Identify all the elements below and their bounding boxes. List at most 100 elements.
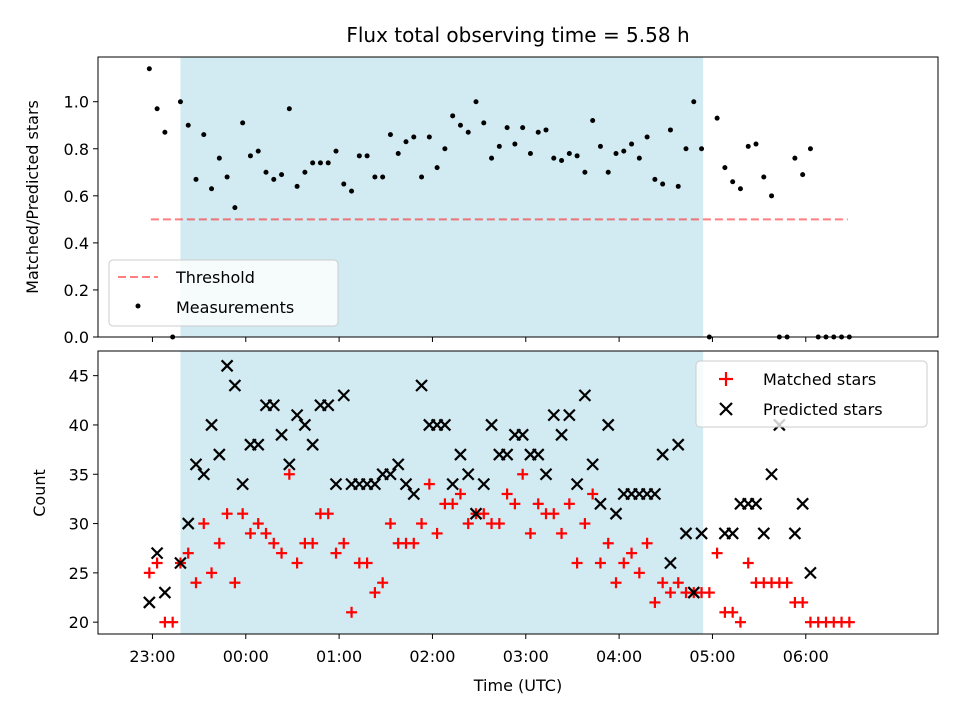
matched-star-point — [664, 587, 676, 599]
measurement-point — [247, 153, 253, 159]
measurement-point — [714, 115, 720, 121]
matched-star-point — [556, 527, 568, 539]
matched-star-point — [579, 518, 591, 530]
bottom-y-axis-label: Count — [30, 469, 49, 517]
predicted-star-point — [796, 497, 809, 511]
measurement-point — [597, 143, 603, 149]
predicted-star-point — [158, 586, 172, 599]
predicted-star-point — [648, 487, 662, 501]
predicted-star-point — [298, 418, 312, 432]
measurement-point — [582, 169, 588, 175]
matched-star-point — [252, 518, 264, 530]
measurement-point — [146, 66, 152, 72]
legend-measurement-swatch — [135, 303, 141, 309]
predicted-star-point — [671, 438, 685, 451]
measurement-point — [380, 174, 386, 180]
matched-star-point — [213, 537, 225, 549]
matched-star-point — [727, 606, 739, 618]
matched-star-point — [610, 577, 622, 589]
matched-star-point — [524, 527, 536, 539]
x-tick-label: 04:00 — [596, 647, 642, 666]
matched-star-point — [423, 478, 435, 490]
measurement-point — [496, 143, 502, 149]
predicted-star-point — [213, 448, 226, 461]
legend-matched-label: Matched stars — [763, 370, 876, 389]
predicted-star-point — [500, 448, 514, 461]
matched-star-point — [416, 518, 428, 530]
predicted-star-point — [236, 477, 249, 491]
matched-star-point — [361, 557, 373, 569]
predicted-star-point — [275, 428, 288, 442]
measurement-point — [240, 120, 246, 126]
predicted-star-point — [143, 596, 156, 609]
measurement-point — [590, 118, 596, 124]
matched-star-point — [221, 508, 233, 520]
matched-star-point — [703, 587, 715, 599]
matched-star-point — [742, 557, 754, 569]
predicted-star-point — [687, 586, 701, 599]
bottom-legend: Matched stars Predicted stars — [695, 360, 928, 428]
predicted-star-point — [150, 546, 164, 560]
measurement-point — [403, 139, 409, 145]
measurement-point — [372, 174, 378, 180]
matched-star-point — [268, 537, 280, 549]
predicted-star-point — [189, 458, 203, 471]
legend-predicted-label: Predicted stars — [763, 400, 883, 419]
matched-star-point — [447, 498, 459, 510]
measurement-point — [310, 160, 316, 166]
measurement-point — [302, 169, 308, 175]
matched-star-point — [454, 488, 466, 500]
predicted-star-point — [765, 467, 778, 481]
matched-star-point — [532, 498, 544, 510]
x-tick-label: 06:00 — [783, 647, 829, 666]
predicted-star-point — [251, 438, 265, 451]
measurement-point — [489, 155, 495, 161]
legend-measurements-label: Measurements — [176, 298, 294, 317]
predicted-star-point — [469, 507, 483, 520]
measurement-point — [605, 169, 611, 175]
matched-star-point — [781, 577, 793, 589]
measurement-point — [465, 129, 471, 135]
measurement-point — [629, 141, 635, 147]
bottom-y-axis: 20 25 30 35 40 45 — [69, 367, 98, 632]
bottom-x-axis: 23:00 00:00 01:00 02:00 03:00 04:00 05:00 06:00 — [129, 634, 829, 666]
matched-star-point — [244, 527, 256, 539]
measurement-point — [535, 129, 541, 135]
measurement-point — [255, 148, 261, 154]
top-y-tick-label: 0.4 — [64, 234, 89, 253]
predicted-star-point — [399, 477, 413, 491]
top-y-tick-label: 0.0 — [64, 328, 89, 347]
measurement-point — [387, 132, 393, 138]
measurement-point — [349, 188, 355, 194]
matched-star-point — [229, 577, 241, 589]
bottom-y-tick-label: 25 — [69, 564, 89, 583]
matched-star-point — [493, 518, 505, 530]
matched-star-point — [237, 508, 249, 520]
measurement-point — [543, 127, 549, 133]
top-axes-frame — [97, 56, 939, 338]
measurement-point — [333, 148, 339, 154]
predicted-star-point — [563, 408, 576, 422]
predicted-star-point — [197, 467, 211, 481]
measurement-point — [162, 129, 168, 135]
measurement-point — [504, 125, 510, 131]
predicted-star-point — [415, 379, 428, 392]
measurement-point — [566, 150, 572, 156]
matched-star-point — [307, 537, 319, 549]
top-y-axis: 0.0 0.2 0.4 0.6 0.8 1.0 — [64, 93, 98, 347]
legend-predicted-swatch — [719, 402, 733, 416]
matched-star-point — [431, 527, 443, 539]
matched-star-point — [626, 547, 638, 559]
measurement-point — [177, 99, 183, 105]
predicted-star-point — [368, 477, 382, 491]
matched-star-point — [151, 557, 163, 569]
measurement-point — [481, 120, 487, 126]
measurement-point — [574, 153, 580, 159]
matched-star-point — [384, 518, 396, 530]
measurement-point — [271, 176, 277, 182]
predicted-star-point — [306, 438, 319, 451]
predicted-star-point — [283, 458, 296, 471]
predicted-star-point — [656, 448, 669, 461]
matched-star-point — [602, 537, 614, 549]
chart-title: Flux total observing time = 5.58 h — [346, 23, 689, 47]
